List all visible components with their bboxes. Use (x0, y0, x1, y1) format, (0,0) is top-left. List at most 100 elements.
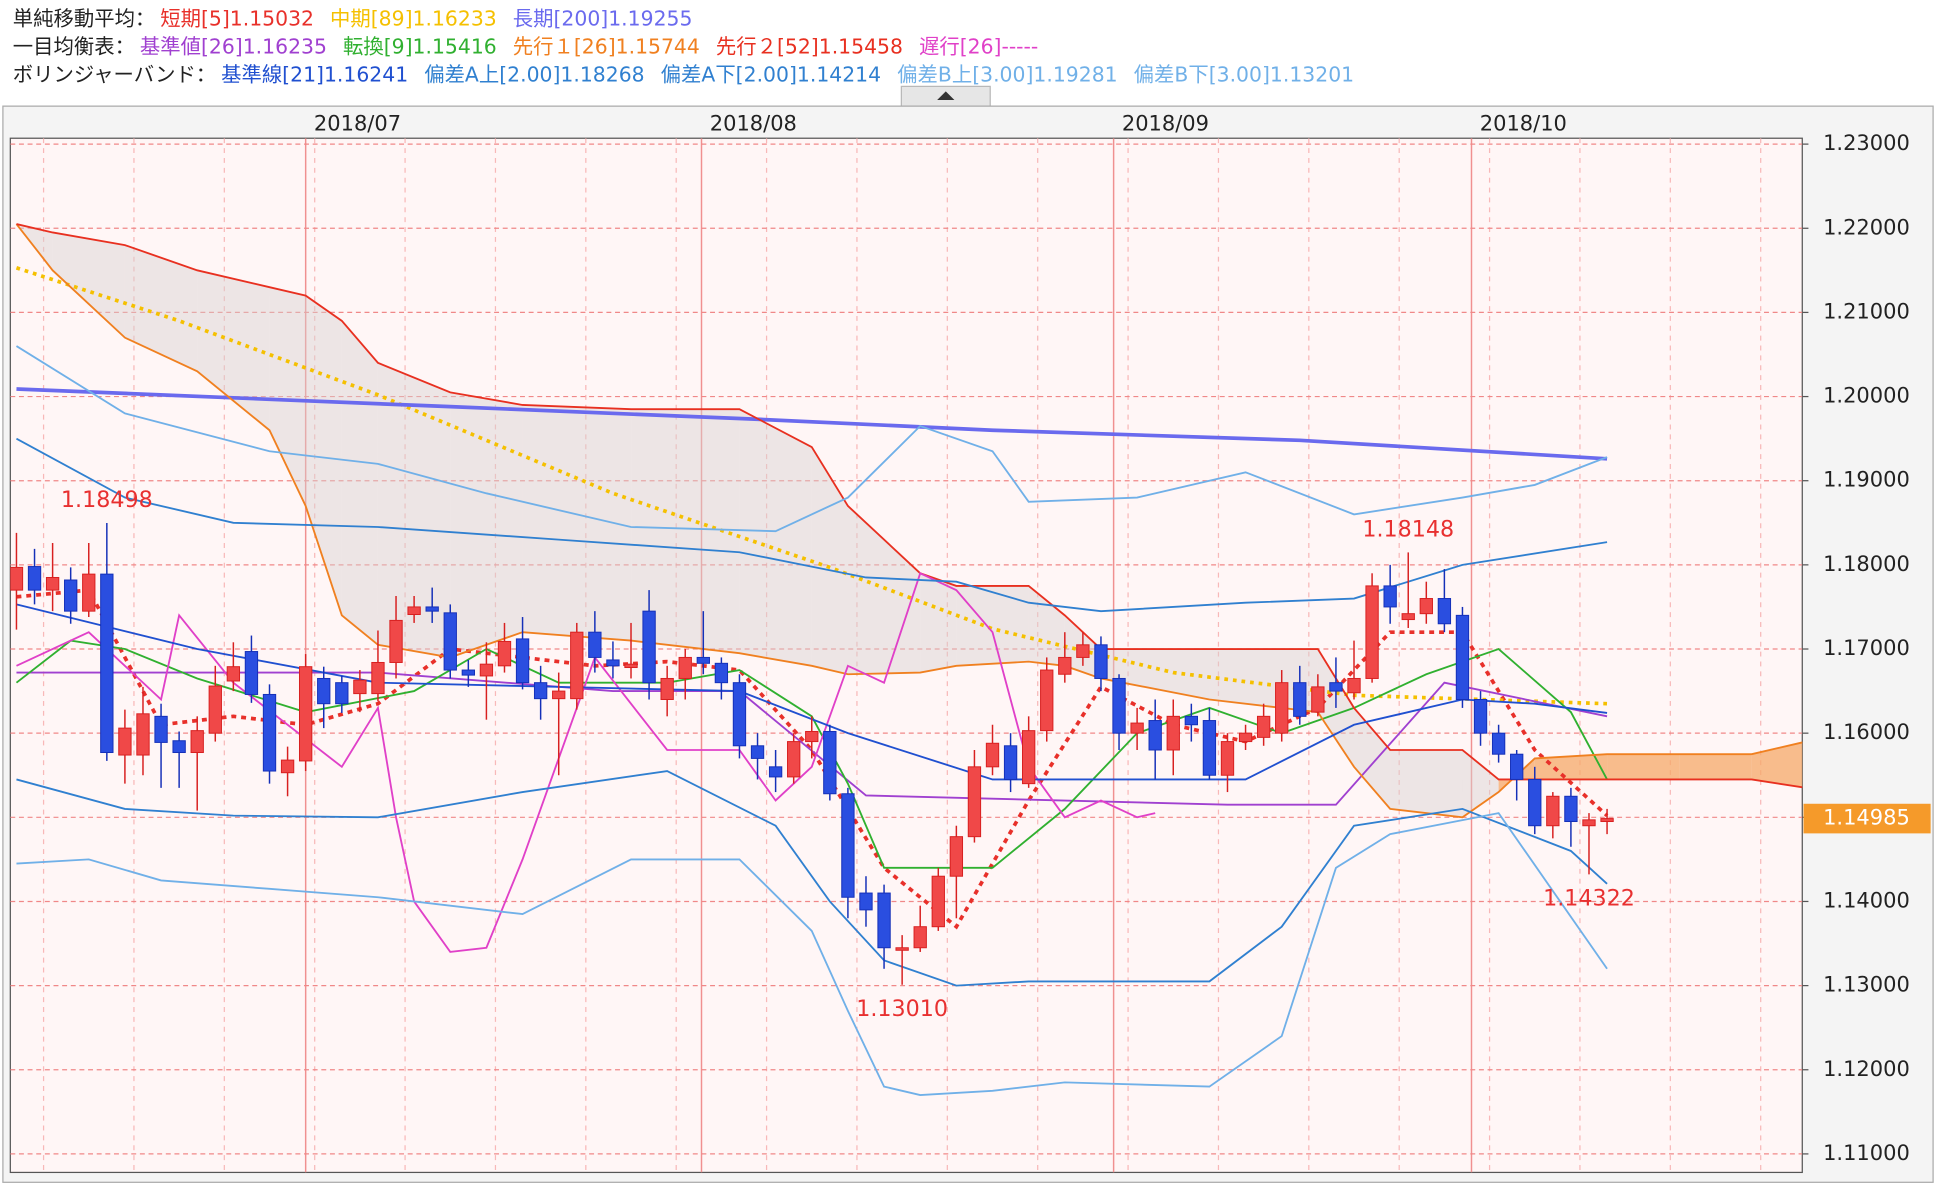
candle-body (1166, 715, 1180, 751)
candle-body (262, 693, 277, 772)
candle-body (714, 662, 729, 684)
candle-body (1473, 699, 1488, 734)
cloud-fill (377, 362, 451, 658)
legend-group-label: 単純移動平均： (13, 7, 156, 31)
cloud-fill (1354, 707, 1391, 809)
candle-body (443, 612, 457, 671)
indicator-line (16, 588, 1609, 930)
cloud-fill (1100, 649, 1210, 700)
candle-body (244, 651, 259, 695)
candle-body (280, 759, 295, 774)
candle-body (877, 892, 891, 949)
candle-body (45, 576, 60, 591)
y-tick-label: 1.21000 (1823, 299, 1910, 323)
legend-entry: 先行１[26]1.15744 (513, 35, 700, 59)
indicator-line (16, 812, 1608, 1096)
candle-body (1003, 745, 1018, 780)
candle-body (1401, 613, 1415, 621)
candles (10, 522, 1614, 985)
candle-body (1021, 730, 1036, 785)
candle-body (479, 663, 494, 677)
cloud-fill (847, 505, 921, 675)
candle-body (172, 740, 186, 754)
cloud-fill (1209, 649, 1318, 713)
candle-body (606, 659, 620, 667)
legend: 単純移動平均： 短期[5]1.15032 中期[89]1.16233 長期[200]1… (13, 7, 1354, 87)
candle-body (100, 573, 114, 754)
legend-entry: 偏差B上[3.00]1.19281 (897, 62, 1117, 86)
candle-body (787, 741, 801, 778)
cloud-fill (197, 270, 270, 431)
collapse-arrow (937, 91, 955, 100)
candle-body (425, 606, 439, 612)
candle-body (497, 640, 512, 667)
cloud-fill (305, 295, 342, 616)
cloud-fill (341, 320, 378, 645)
candle-body (317, 677, 331, 705)
candle-body (298, 666, 313, 762)
y-tick-label: 1.16000 (1823, 720, 1910, 744)
candle-body (642, 610, 656, 684)
candle-body (533, 682, 548, 700)
cloud-fill (124, 245, 198, 372)
cloud-fill (1607, 754, 1680, 780)
candle-body (1293, 682, 1307, 717)
legend-entry: 偏差B下[3.00]1.13201 (1134, 62, 1354, 86)
plot-area (9, 137, 1803, 1174)
candle-body (985, 742, 1000, 768)
y-tick-label: 1.19000 (1823, 468, 1910, 492)
indicator-line (16, 223, 1803, 789)
candle-body (1184, 715, 1199, 726)
price-annotation: 1.14322 (1543, 886, 1635, 912)
candle-body (1510, 753, 1524, 780)
candle-body (1130, 722, 1144, 734)
candle-body (226, 666, 241, 682)
cloud-fill (1390, 749, 1463, 818)
last-price-box (1803, 803, 1931, 834)
candle-body (353, 679, 367, 695)
legend-entry: 遅行[26]----- (919, 35, 1038, 59)
y-tick-label: 1.18000 (1823, 552, 1910, 576)
price-annotation: 1.18148 (1362, 517, 1454, 543)
candle-body (1076, 644, 1090, 658)
y-tick-label: 1.17000 (1823, 636, 1910, 660)
candle-body (1582, 819, 1596, 827)
candle-body (913, 926, 927, 949)
cloud-fill (1679, 754, 1752, 780)
candle-body (1256, 715, 1271, 738)
indicator-line (15, 345, 1608, 533)
candle-body (949, 836, 964, 877)
y-tick-label: 1.23000 (1823, 131, 1910, 155)
x-tick-label: 2018/07 (314, 112, 401, 136)
candle-body (1202, 720, 1217, 776)
candle-body (136, 713, 150, 756)
candle-body (678, 656, 692, 679)
candle-body (1455, 614, 1470, 700)
candle-body (10, 566, 24, 591)
candle-body (1094, 644, 1108, 679)
legend-entry: 短期[5]1.15032 (160, 7, 314, 31)
candle-body (624, 663, 638, 669)
y-tick-label: 1.13000 (1823, 973, 1910, 997)
indicator-line (16, 671, 1608, 806)
candle-body (967, 766, 982, 838)
candle-body (732, 682, 747, 747)
cloud-fill (1751, 742, 1803, 788)
legend-entry: 転換[9]1.15416 (343, 35, 497, 59)
candle-body (190, 730, 204, 754)
candle-body (1275, 682, 1289, 734)
candle-body (1437, 598, 1452, 625)
cloud-fill (269, 287, 306, 506)
candle-body (371, 661, 385, 695)
candle-body (335, 682, 349, 705)
candle-body (1564, 795, 1578, 823)
cloud-fill (631, 409, 740, 654)
price-annotation: 1.18498 (61, 487, 153, 513)
legend-entry: 先行２[52]1.15458 (716, 35, 903, 59)
candle-body (515, 638, 530, 684)
candle-body (1546, 795, 1560, 827)
x-tick-label: 2018/10 (1480, 112, 1567, 136)
candle-body (154, 715, 168, 743)
indicator-line (16, 387, 1608, 461)
